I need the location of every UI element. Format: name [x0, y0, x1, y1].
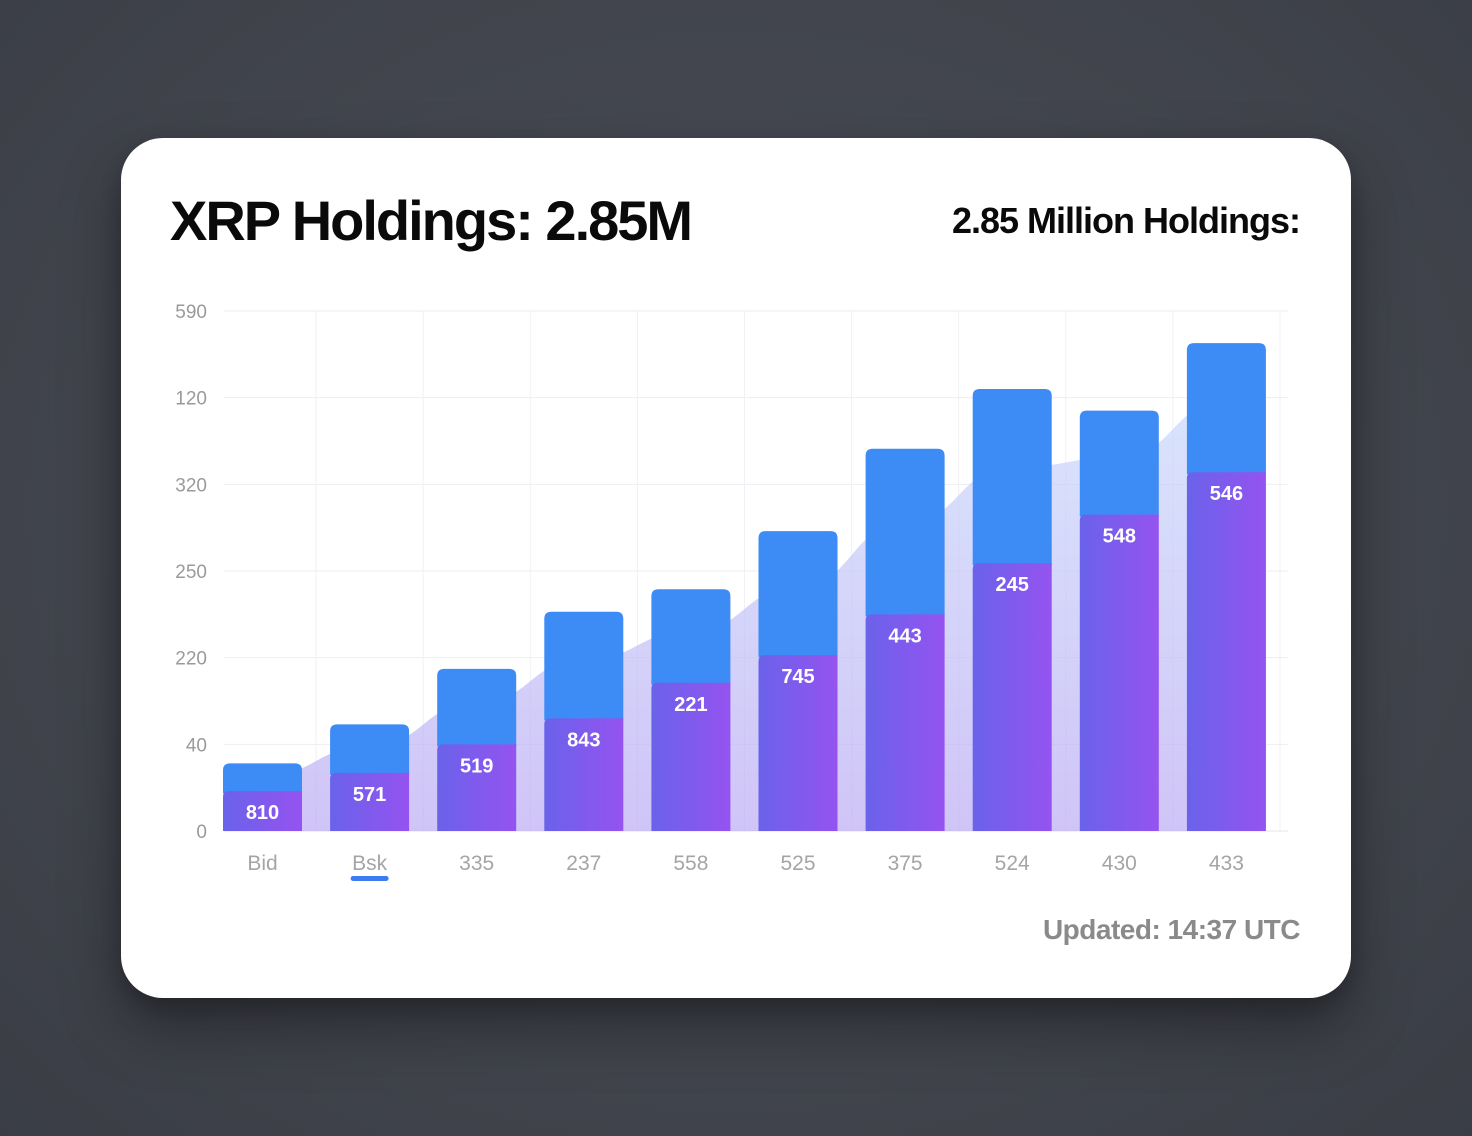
y-tick-label: 40 — [186, 735, 207, 756]
x-tick-label[interactable]: 558 — [673, 852, 708, 875]
bar-segment-upper — [758, 531, 838, 658]
x-tick-label[interactable]: 375 — [888, 852, 923, 875]
data-label: 745 — [781, 666, 814, 688]
bar-segment-upper — [865, 448, 945, 617]
x-tick-label[interactable]: 433 — [1209, 852, 1244, 875]
bar-segment-upper — [651, 589, 731, 685]
data-label: 810 — [246, 802, 279, 824]
page-title: XRP Holdings: 2.85M — [170, 189, 693, 252]
bar-segment-upper — [223, 763, 302, 794]
data-label: 245 — [996, 574, 1029, 596]
data-label: 443 — [888, 625, 921, 647]
bar-segment-lower — [330, 772, 410, 831]
bar-segment-upper — [330, 724, 410, 775]
bar-segment-lower — [223, 791, 302, 831]
bar-segment-lower — [544, 718, 624, 831]
data-label: 519 — [460, 755, 493, 777]
bar-segment-upper — [1079, 410, 1159, 517]
bar-segment-lower — [1079, 514, 1159, 831]
x-tick-label[interactable]: 335 — [459, 852, 494, 875]
x-tick-label[interactable]: 525 — [780, 852, 815, 875]
y-tick-label: 220 — [175, 649, 207, 670]
bar-segment-lower — [865, 614, 945, 831]
bar-segment-lower — [972, 563, 1052, 831]
x-tick-label[interactable]: Bsk — [352, 852, 388, 875]
data-label: 221 — [674, 694, 707, 716]
x-tick-label[interactable]: 524 — [995, 852, 1030, 875]
bar-segment-lower — [1186, 472, 1266, 831]
x-tick-label[interactable]: 237 — [566, 852, 601, 875]
bar-segment-upper — [1186, 343, 1266, 475]
bar-segment-upper — [544, 611, 624, 721]
bar-segment-upper — [972, 389, 1052, 566]
y-tick-label: 320 — [175, 475, 207, 496]
bar-segment-lower — [437, 744, 517, 831]
x-tick-label[interactable]: 430 — [1102, 852, 1137, 875]
subtitle: 2.85 Million Holdings: — [951, 200, 1301, 241]
updated-timestamp: Updated: 14:37 UTC — [1042, 914, 1301, 945]
x-tick-label[interactable]: Bid — [247, 852, 277, 875]
y-tick-label: 250 — [175, 562, 207, 583]
bar-segment-upper — [437, 668, 517, 747]
data-label: 571 — [353, 784, 386, 806]
data-label: 843 — [567, 729, 600, 751]
y-tick-label: 120 — [175, 389, 207, 410]
data-label: 546 — [1210, 483, 1243, 505]
bar-segment-lower — [758, 655, 838, 831]
data-label: 548 — [1103, 526, 1136, 548]
selected-category-indicator — [350, 876, 389, 881]
y-tick-label: 0 — [196, 822, 207, 843]
bar-segment-lower — [651, 682, 731, 831]
y-tick-label: 590 — [175, 302, 207, 323]
